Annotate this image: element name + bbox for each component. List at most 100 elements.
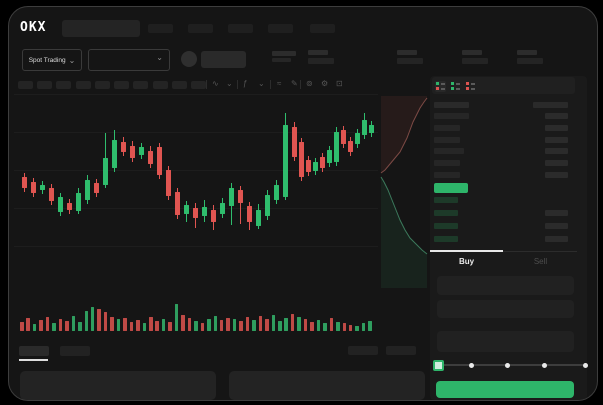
- search-input[interactable]: [62, 20, 140, 37]
- ask-amount-bar[interactable]: [545, 148, 568, 155]
- ask-price-bar[interactable]: [434, 113, 469, 119]
- volume-bar: [329, 318, 334, 331]
- candle-body: [21, 177, 27, 188]
- orderbook-bids-icon[interactable]: [450, 81, 461, 92]
- slider-dot[interactable]: [542, 363, 547, 368]
- bid-amount-bar[interactable]: [545, 235, 568, 242]
- ask-price-bar[interactable]: [434, 136, 460, 143]
- candle-body: [246, 206, 252, 222]
- fullscreen-icon[interactable]: ⊡: [336, 79, 343, 88]
- amount-slider-handle[interactable]: [433, 360, 444, 371]
- ask-price-bar[interactable]: [434, 124, 460, 131]
- tab-buy[interactable]: Buy: [458, 257, 475, 266]
- volume-bar: [290, 314, 295, 331]
- volume-bar: [187, 318, 192, 331]
- nav-item[interactable]: [188, 24, 213, 33]
- slider-dot[interactable]: [583, 363, 588, 368]
- candle-body: [228, 188, 234, 206]
- ask-amount-bar[interactable]: [545, 113, 568, 119]
- bid-price-bar[interactable]: [434, 222, 458, 229]
- slider-dot[interactable]: [469, 363, 474, 368]
- last-price-bar[interactable]: [434, 183, 468, 193]
- amount-slider-track[interactable]: [438, 364, 583, 366]
- candle-body: [361, 120, 367, 135]
- history-tab[interactable]: [60, 346, 90, 356]
- candle-body: [368, 125, 374, 133]
- orderbook-asks-icon[interactable]: [465, 81, 476, 92]
- bid-amount-bar[interactable]: [545, 209, 568, 216]
- market-type-dropdown[interactable]: Spot Trading ⌄: [22, 49, 82, 71]
- volume-bar: [245, 317, 250, 331]
- ask-amount-bar[interactable]: [545, 124, 568, 131]
- nav-item[interactable]: [148, 24, 173, 33]
- bid-price-bar[interactable]: [434, 197, 458, 203]
- depth-chart: [380, 94, 428, 290]
- ask-price-bar[interactable]: [434, 148, 464, 155]
- ask-price-bar[interactable]: [434, 160, 460, 167]
- timeframe-pill[interactable]: [18, 81, 33, 89]
- volume-bar: [103, 312, 108, 331]
- order-form-field[interactable]: [437, 331, 574, 352]
- orders-table-placeholder: [20, 371, 216, 400]
- volume-bar: [265, 319, 269, 331]
- volume-bar: [116, 319, 121, 331]
- buy-submit-button[interactable]: [436, 381, 574, 398]
- bid-amount-bar[interactable]: [545, 222, 568, 229]
- order-form-field[interactable]: [437, 300, 574, 318]
- toolbar-divider: [300, 80, 301, 89]
- volume-bar: [58, 319, 63, 331]
- wave-icon[interactable]: ≈: [277, 79, 282, 88]
- avatar[interactable]: [181, 51, 197, 67]
- candle-body: [219, 203, 225, 214]
- candle-body: [326, 150, 332, 163]
- ask-price-bar[interactable]: [434, 172, 460, 178]
- settings-icon[interactable]: ⚙: [321, 79, 329, 88]
- candle-body: [273, 185, 279, 200]
- account-button[interactable]: [201, 51, 246, 68]
- market-type-label: Spot Trading: [28, 56, 66, 64]
- candle-body: [39, 185, 45, 190]
- timeframe-pill[interactable]: [114, 81, 129, 89]
- overlay-icon[interactable]: ∿: [212, 79, 219, 88]
- candle-body: [84, 180, 90, 200]
- filter-pill[interactable]: [348, 346, 378, 355]
- order-form-field[interactable]: [437, 276, 574, 295]
- timeframe-pill[interactable]: [191, 81, 206, 89]
- filter-pill[interactable]: [386, 346, 416, 355]
- orders-tab[interactable]: [19, 346, 49, 356]
- ask-amount-bar[interactable]: [545, 172, 568, 178]
- timeframe-pill[interactable]: [153, 81, 168, 89]
- timeframe-pill[interactable]: [37, 81, 52, 89]
- orderbook-combined-icon[interactable]: [435, 81, 446, 92]
- timeframe-pill[interactable]: [95, 81, 110, 89]
- slider-dot[interactable]: [505, 363, 510, 368]
- volume-bar: [361, 323, 366, 331]
- timeframe-pill[interactable]: [76, 81, 91, 89]
- candle-body: [291, 127, 297, 157]
- candle-body: [75, 193, 81, 211]
- candle-wick: [239, 186, 241, 224]
- timeframe-pill[interactable]: [133, 81, 148, 89]
- bid-price-bar[interactable]: [434, 235, 458, 242]
- timeframe-pill[interactable]: [172, 81, 187, 89]
- bid-price-bar[interactable]: [434, 209, 458, 216]
- nav-item[interactable]: [228, 24, 253, 33]
- candle-body: [354, 133, 360, 144]
- ask-amount-bar[interactable]: [545, 136, 568, 143]
- indicators-icon[interactable]: ƒ: [243, 79, 248, 88]
- camera-icon[interactable]: ⊚: [306, 79, 313, 88]
- draw-tools-icon[interactable]: ✎: [291, 79, 298, 88]
- nav-item[interactable]: [310, 24, 335, 33]
- toggle-dot-bottom: [451, 87, 454, 90]
- pair-selector-dropdown[interactable]: ⌄: [88, 49, 170, 71]
- volume-bar: [149, 317, 153, 331]
- volume-bar: [52, 323, 56, 331]
- nav-item[interactable]: [268, 24, 293, 33]
- timeframe-pill[interactable]: [56, 81, 71, 89]
- candle-body: [48, 188, 54, 201]
- volume-bar: [39, 320, 43, 331]
- tab-sell[interactable]: Sell: [533, 257, 548, 266]
- ask-amount-bar[interactable]: [545, 160, 568, 167]
- chevron-down-icon[interactable]: ⌄: [226, 79, 233, 88]
- chevron-down-icon[interactable]: ⌄: [258, 79, 265, 88]
